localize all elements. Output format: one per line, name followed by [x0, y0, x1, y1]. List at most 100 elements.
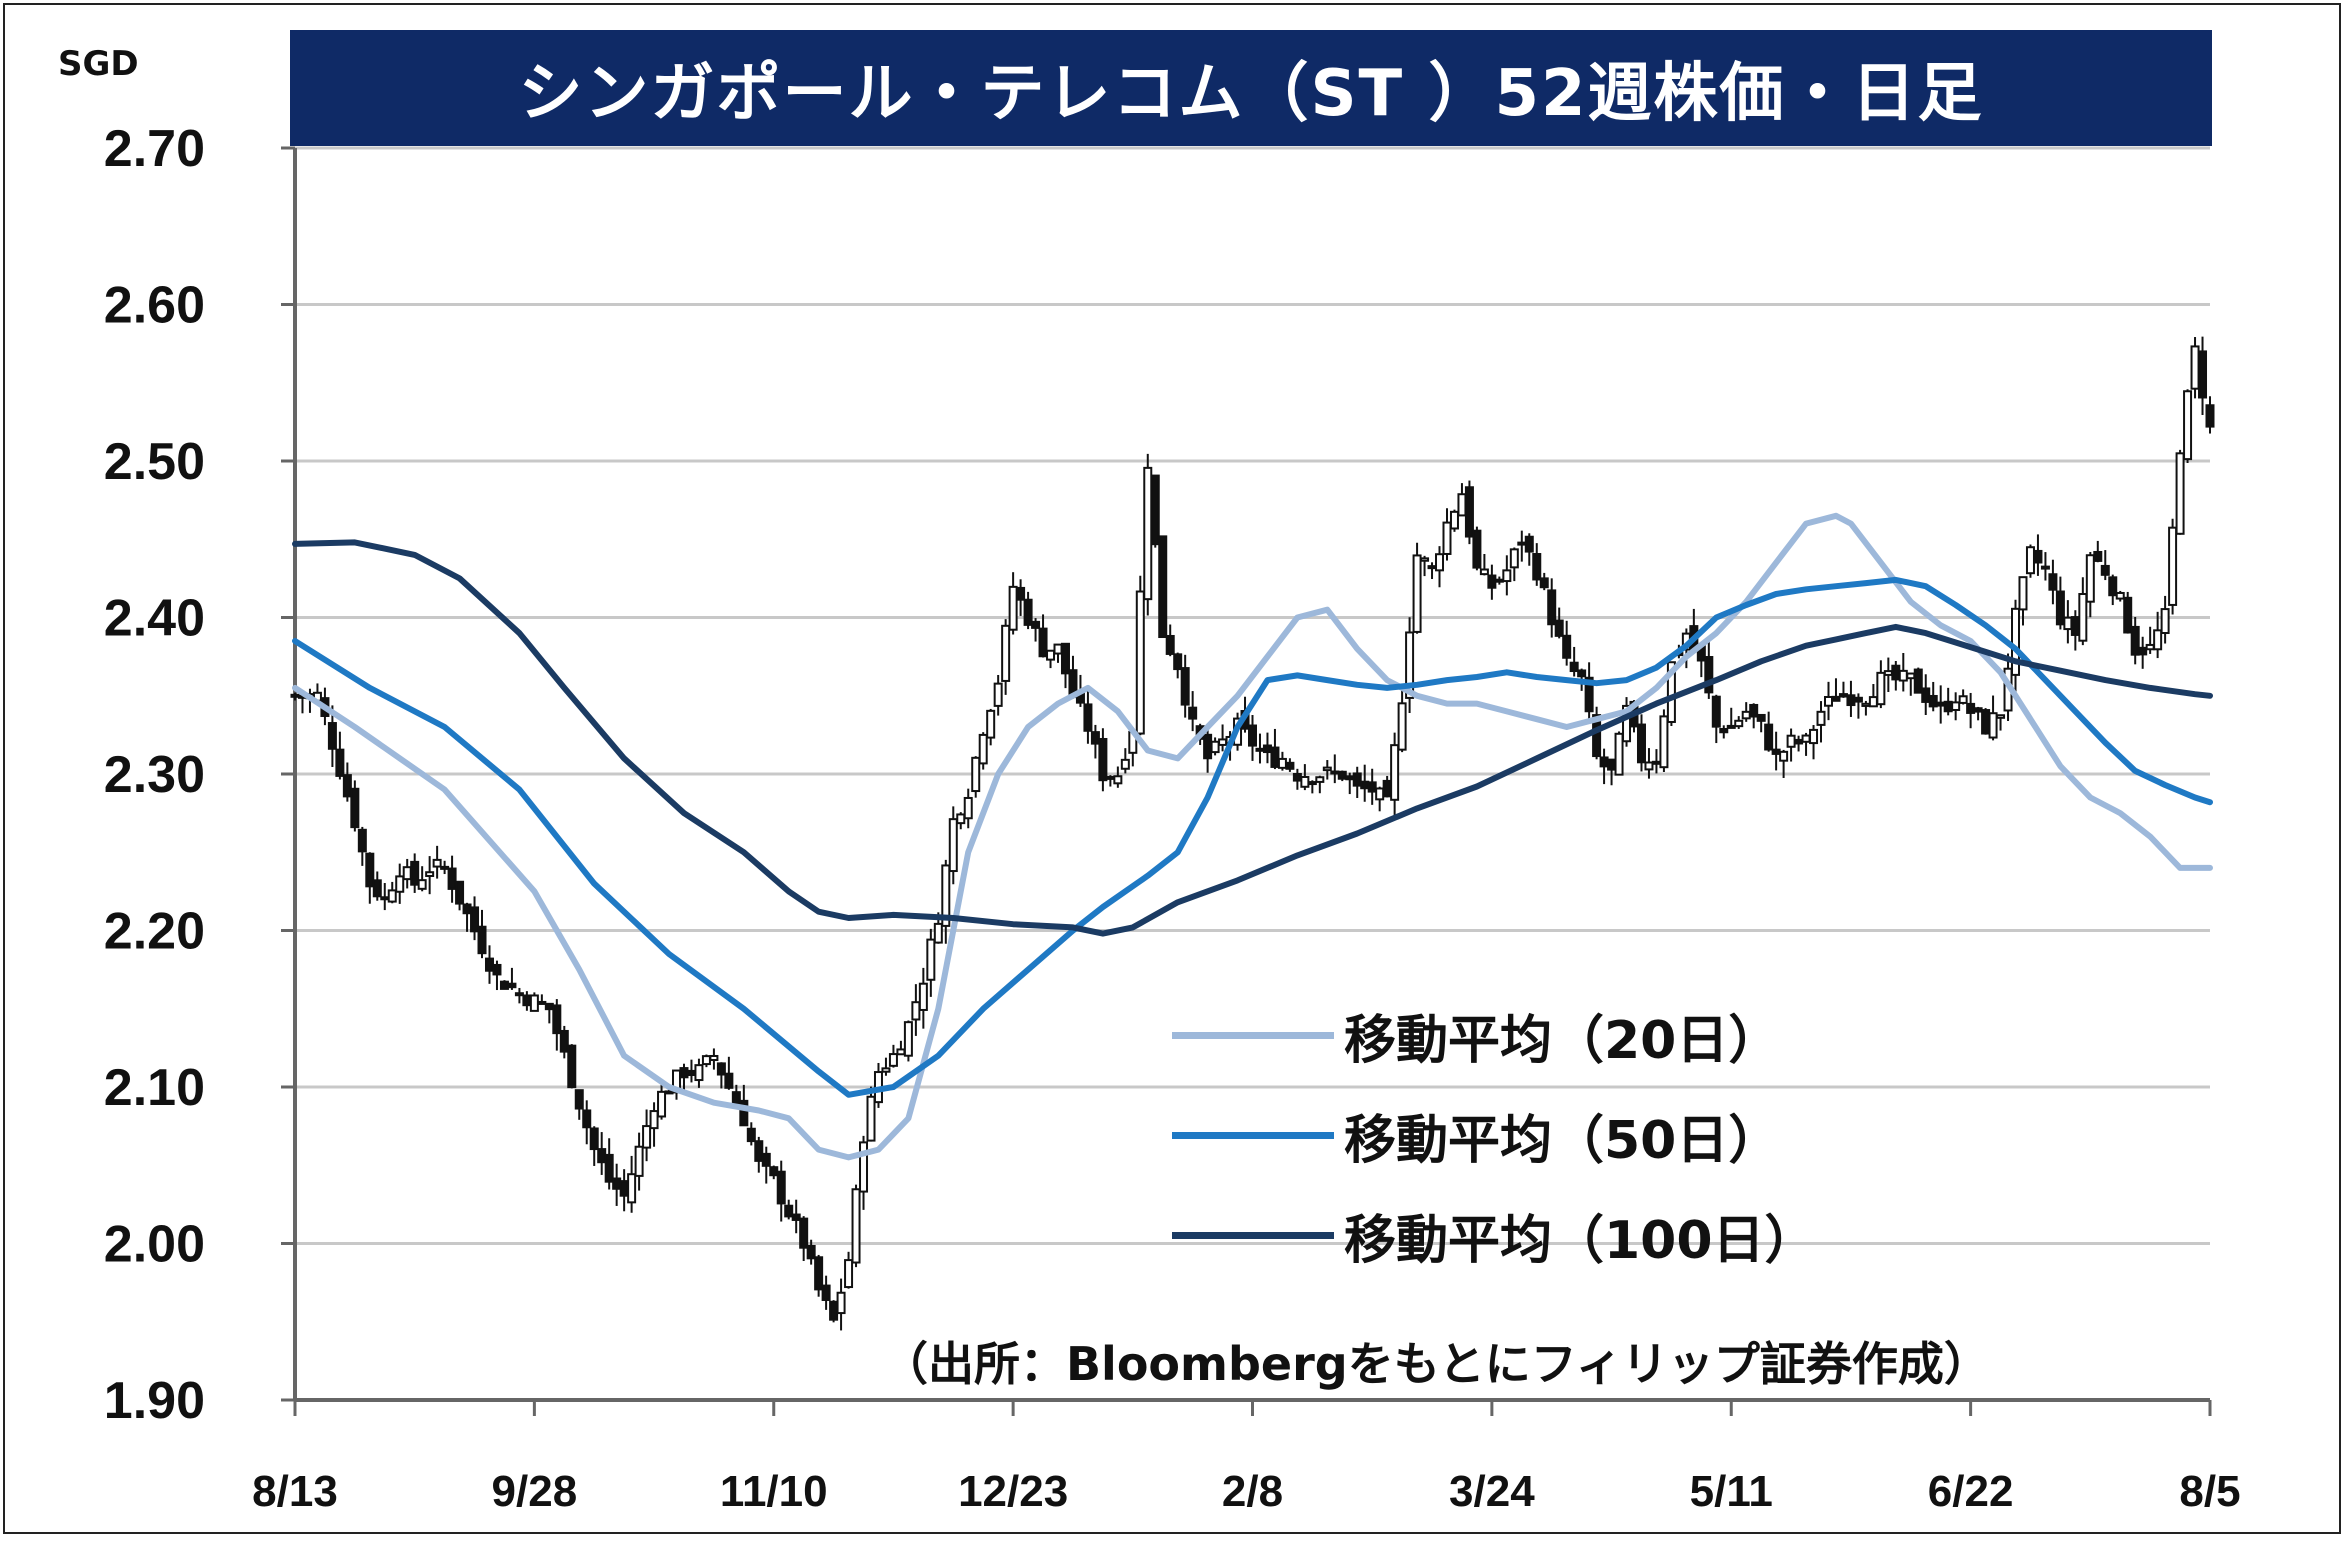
candle	[1435, 546, 1445, 588]
candle	[470, 896, 480, 941]
candle-body	[1502, 569, 1512, 583]
candle-body	[395, 875, 405, 893]
candle-body	[1292, 773, 1302, 782]
candle	[1494, 576, 1504, 585]
candle-body	[1105, 775, 1115, 780]
candle-body	[1023, 598, 1033, 626]
legend-label-ma20: 移動平均（20日）	[1344, 1010, 1781, 1071]
candle	[829, 1300, 839, 1323]
legend-label-ma50: 移動平均（50日）	[1344, 1110, 1781, 1171]
candle-body	[1981, 709, 1991, 735]
candle	[649, 1102, 659, 1147]
candle-body	[1577, 669, 1587, 678]
candle	[1367, 768, 1377, 805]
candle	[1090, 724, 1100, 759]
candle	[1547, 578, 1557, 638]
candlestick-series	[290, 336, 2215, 1331]
candle	[2138, 636, 2148, 669]
candle	[1981, 708, 1991, 735]
candle-body	[335, 748, 345, 777]
candle-body	[372, 879, 382, 898]
candle	[1868, 684, 1878, 708]
candle-body	[686, 1069, 696, 1077]
candle-body	[1913, 668, 1923, 694]
candle-body	[1831, 695, 1841, 702]
candle	[1966, 692, 1976, 729]
candle-body	[410, 860, 420, 886]
candle	[1651, 749, 1661, 774]
candle	[395, 863, 405, 904]
candle-body	[1255, 747, 1265, 752]
candle-body	[1382, 779, 1392, 798]
candle	[2033, 534, 2043, 576]
y-tick-label: 2.60	[104, 277, 205, 335]
candle-body	[1636, 723, 1646, 764]
candle-body	[2093, 550, 2103, 562]
candle	[1816, 701, 1826, 743]
candle	[1173, 652, 1183, 679]
candle-body	[657, 1090, 667, 1118]
y-tick-label: 2.00	[104, 1216, 205, 1274]
candle	[484, 945, 494, 984]
candle	[746, 1122, 756, 1146]
candle-body	[1966, 702, 1976, 714]
candle-body	[1779, 750, 1789, 762]
candle	[2078, 577, 2088, 646]
candle	[380, 883, 390, 911]
candle	[2190, 337, 2200, 399]
candle	[1569, 646, 1579, 677]
candle-body	[2145, 643, 2155, 651]
candle	[507, 967, 517, 990]
candle-body	[342, 774, 352, 798]
candle-body	[1031, 620, 1041, 629]
ma100-line	[292, 539, 2213, 937]
candle-body	[1405, 631, 1415, 699]
candle-body	[2018, 576, 2028, 611]
candle	[1928, 681, 1938, 712]
candle-body	[1188, 706, 1198, 720]
ma50-line	[292, 576, 2213, 1098]
candle	[2168, 518, 2178, 615]
candle-body	[1764, 723, 1774, 751]
candle-body	[963, 796, 973, 820]
candle-body	[1809, 728, 1819, 745]
candle	[836, 1278, 846, 1331]
candle	[425, 856, 435, 895]
candle-body	[1262, 744, 1272, 754]
candle	[1262, 732, 1272, 764]
candle-body	[537, 1000, 547, 1005]
candle-body	[2040, 565, 2050, 570]
candle-body	[387, 889, 397, 903]
candle	[1180, 654, 1190, 718]
candle	[761, 1146, 771, 1184]
candle	[559, 1025, 569, 1059]
candle	[1442, 508, 1452, 561]
candle-body	[432, 858, 442, 868]
candle-body	[1143, 466, 1153, 601]
candle-body	[806, 1244, 816, 1260]
candle-body	[552, 1004, 562, 1035]
candle	[1838, 681, 1848, 698]
candle	[1352, 766, 1362, 799]
candle-body	[799, 1217, 809, 1249]
candle	[993, 674, 1003, 716]
candle-body	[604, 1153, 614, 1183]
candle	[2175, 449, 2185, 535]
candle	[357, 826, 367, 866]
candle-body	[1360, 780, 1370, 790]
candle	[2085, 552, 2095, 618]
candle	[799, 1216, 809, 1262]
candle-body	[2205, 404, 2215, 428]
candle	[1248, 715, 1257, 761]
candle	[1898, 652, 1908, 692]
candle-body	[1277, 757, 1287, 769]
candle-body	[679, 1067, 689, 1079]
candle	[1794, 735, 1804, 752]
candle	[335, 731, 345, 780]
candle	[888, 1044, 898, 1068]
moving-average-lines	[292, 512, 2213, 1161]
candle-body	[1517, 541, 1527, 546]
candle-body	[1951, 701, 1961, 711]
candle-body	[2055, 590, 2065, 626]
